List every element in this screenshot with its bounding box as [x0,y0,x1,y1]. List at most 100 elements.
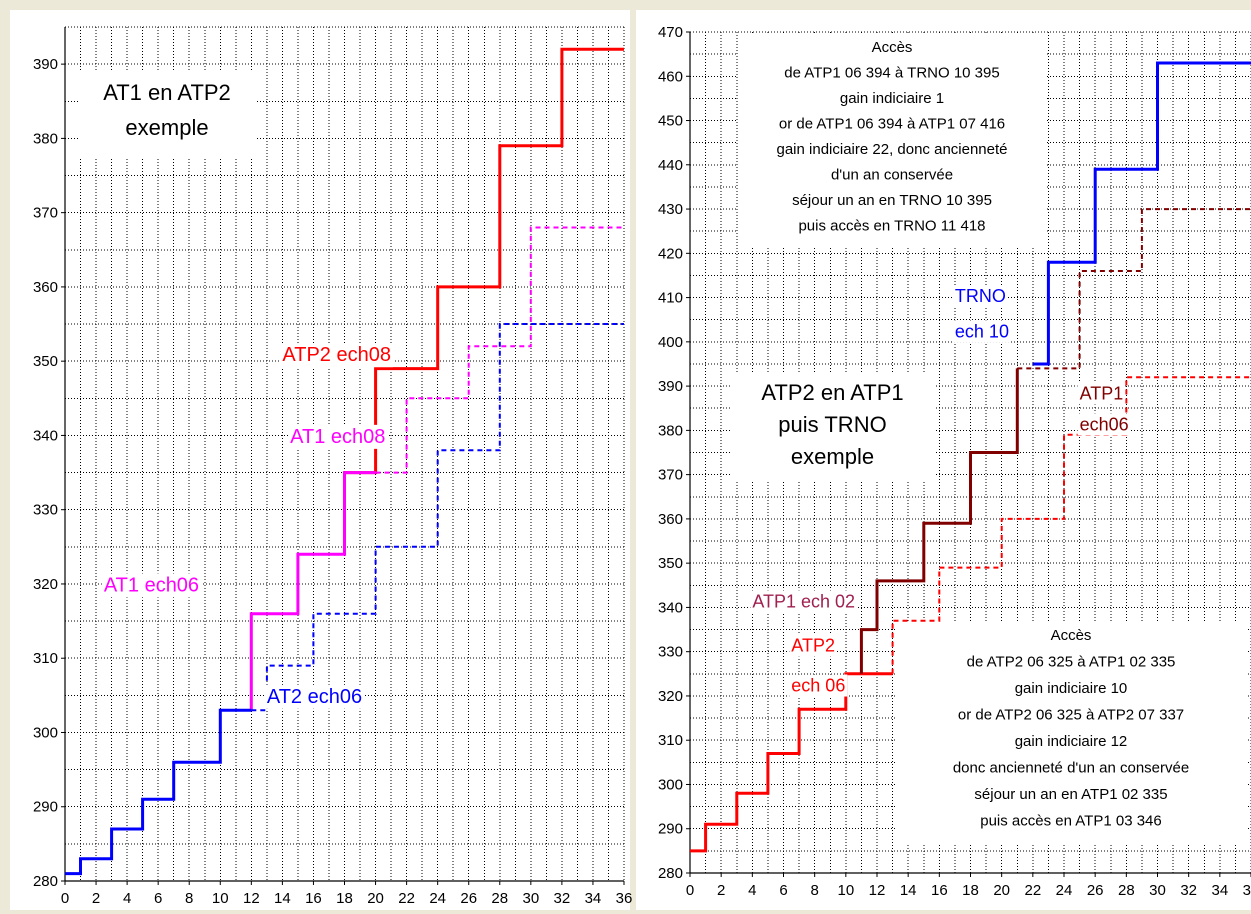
annotation-box [738,34,1046,246]
x-tick-label: 28 [1118,882,1135,899]
grid [65,26,625,881]
x-tick-label: 10 [837,882,854,899]
y-tick-label: 390 [658,378,683,395]
series-label: ech06 [1080,414,1129,434]
annotation-line: séjour un an en ATP1 02 335 [974,786,1167,803]
series-label: AT1 ech06 [104,574,199,596]
series-label-bg [101,573,202,598]
series-line [65,708,252,876]
x-tick-label: 14 [900,882,917,899]
annotation-line: séjour un an en TRNO 10 395 [792,192,992,209]
chart-right: 2802903003103203303403503603703803904004… [636,10,1251,910]
y-tick-label: 390 [33,56,58,73]
y-tick-label: 380 [33,130,58,147]
series-label: AT1 ech08 [290,426,385,448]
chart-title-line: AT1 en ATP2 [103,80,231,105]
x-tick-label: 10 [212,890,229,907]
annotation-line: Accès [872,39,913,56]
series-label: ech 10 [955,321,1009,341]
y-tick-label: 330 [658,644,683,661]
y-tick-label: 300 [33,724,58,741]
x-tick-label: 26 [460,890,477,907]
x-tick-label: 36 [616,890,633,907]
series-label: ATP1 [1080,383,1124,403]
annotation-line: gain indiciaire 12 [1015,733,1128,750]
annotation-line: gain indiciaire 10 [1015,680,1128,697]
x-tick-label: 6 [154,890,162,907]
x-tick-label: 0 [61,890,69,907]
chart-title-line: ATP2 en ATP1 [761,380,903,405]
y-tick-label: 340 [33,427,58,444]
series-label-bg [280,343,393,368]
series-line [859,368,1019,674]
chart-title-line: puis TRNO [778,412,886,437]
y-tick-label: 310 [33,650,58,667]
series-line [251,323,624,712]
y-tick-label: 280 [33,873,58,890]
series-label-bg [750,590,858,613]
y-tick-label: 440 [658,157,683,174]
series-label-bg [952,320,1011,343]
series-line [1032,61,1251,366]
x-tick-label: 34 [1211,882,1228,899]
annotation-line: de ATP2 06 325 à ATP1 02 335 [967,654,1176,671]
y-tick-label: 410 [658,290,683,307]
x-tick-label: 30 [1149,882,1166,899]
x-tick-label: 34 [585,890,602,907]
series-label: AT2 ech06 [267,686,362,708]
y-tick-label: 350 [33,353,58,370]
x-tick-label: 22 [398,890,415,907]
y-tick-label: 320 [658,688,683,705]
annotation-box [895,622,1247,844]
y-tick-label: 420 [658,245,683,262]
series-line [249,471,376,711]
series-label-bg [789,634,837,657]
x-tick-label: 4 [123,890,131,907]
x-tick-label: 24 [429,890,446,907]
x-tick-label: 20 [367,890,384,907]
chart-title-line: exemple [791,444,874,469]
x-tick-label: 32 [554,890,571,907]
x-tick-label: 8 [810,882,818,899]
x-tick-label: 26 [1087,882,1104,899]
annotation-line: gain indiciaire 22, donc ancienneté [777,141,1008,158]
y-tick-label: 470 [658,24,683,41]
y-tick-label: 290 [33,799,58,816]
x-tick-label: 18 [962,882,979,899]
series-line [375,226,624,474]
series-line [1017,208,1251,370]
y-tick-label: 370 [33,205,58,222]
annotation-line: or de ATP2 06 325 à ATP2 07 337 [958,707,1184,724]
x-tick-label: 24 [1056,882,1073,899]
x-tick-label: 16 [305,890,322,907]
series-line [690,672,893,853]
series-label-bg [789,674,848,697]
y-tick-label: 380 [658,422,683,439]
x-tick-label: 28 [491,890,508,907]
series-line [891,376,1251,674]
x-tick-label: 12 [869,882,886,899]
annotation-line: or de ATP1 06 394 à ATP1 07 416 [779,116,1005,133]
y-tick-label: 450 [658,113,683,130]
series-line [344,47,624,475]
annotation-line: gain indiciaire 1 [840,90,944,107]
annotation-line: puis accès en TRNO 11 418 [798,218,985,235]
series-label: ATP1 ech 02 [752,591,855,611]
y-tick-label: 350 [658,555,683,572]
series-label-bg [952,285,1008,308]
title-box [730,372,935,482]
x-tick-label: 12 [243,890,260,907]
x-tick-label: 6 [779,882,787,899]
annotation-line: d'un an conservée [831,167,953,184]
x-tick-label: 2 [92,890,100,907]
x-tick-label: 8 [185,890,193,907]
annotation-line: donc ancienneté d'un an conservée [953,760,1189,777]
series-label: ATP2 [791,636,835,656]
y-tick-label: 430 [658,201,683,218]
x-tick-label: 32 [1180,882,1197,899]
series-label-bg [1077,382,1126,405]
annotation-line: Accès [1051,627,1092,644]
y-tick-label: 310 [658,732,683,749]
